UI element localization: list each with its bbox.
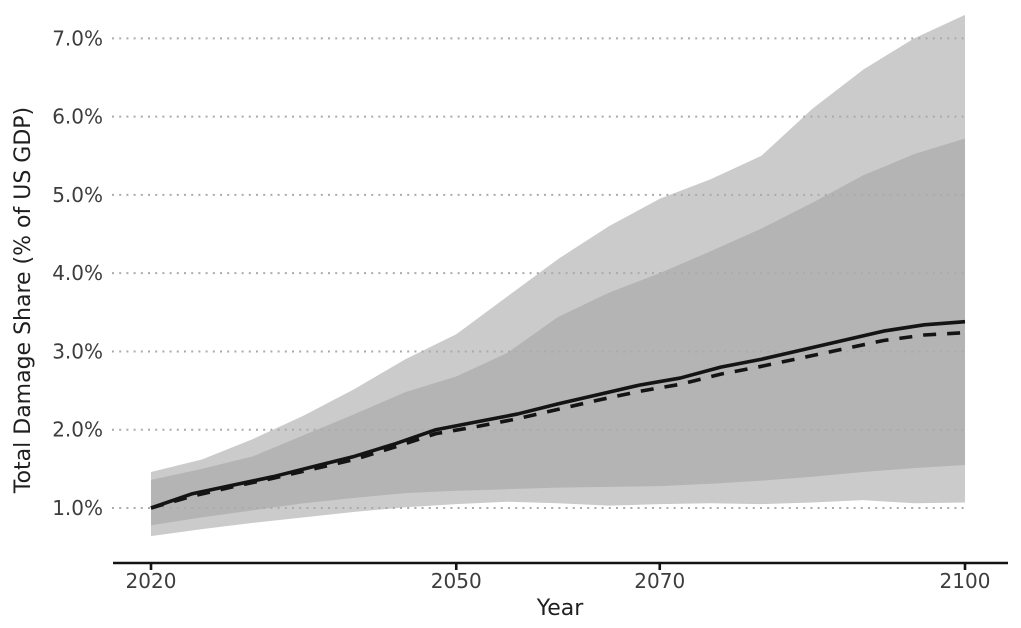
axis-tick-labels: 2020 2050 2070 2100 1.0% 2.0% 3.0% 4.0% 5.0% 6.0%… [52,26,990,593]
uncertainty-bands [151,14,965,537]
central-estimate-solid-line [150,319,966,510]
x-tick-label-2020: 2020 [126,569,177,593]
y-tick-label-5.0%: 5.0% [52,183,103,207]
x-axis [113,561,1008,570]
y-tick-label-1.0%: 1.0% [52,496,103,520]
y-tick-label-7.0%: 7.0% [52,26,103,50]
x-axis-title: Year [536,596,585,621]
y-axis-title: Total Damage Share (% of US GDP) [11,107,36,494]
y-tick-label-3.0%: 3.0% [52,339,103,363]
x-tick-label-2100: 2100 [940,569,991,593]
y-tick-label-6.0%: 6.0% [52,105,103,129]
inner-uncertainty-band [151,138,965,526]
x-tick-label-2070: 2070 [634,569,685,593]
y-tick-label-2.0%: 2.0% [52,418,103,442]
y-tick-label-4.0%: 4.0% [52,261,103,285]
x-tick-label-2050: 2050 [431,569,482,593]
projection-lines [150,319,966,510]
alternative-estimate-dashed-line [150,330,966,510]
